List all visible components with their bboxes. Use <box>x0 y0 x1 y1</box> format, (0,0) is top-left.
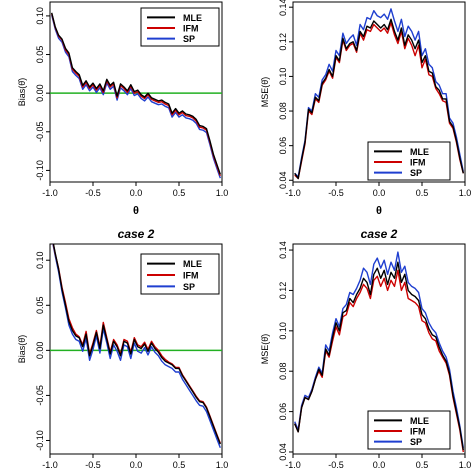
bottom-right-y-tick-label: 0.10 <box>278 322 288 340</box>
top-right-y-tick-label: 0.06 <box>278 137 288 155</box>
top-left-panel: -1.0 -0.5 0.0 0.5 1.0 -0.10 -0.05 0.00 0.05 0.10 B… <box>17 1 229 217</box>
bottom-right-plot-title: case 2 <box>361 227 398 241</box>
bottom-left-legend-label-sp: SP <box>183 282 195 292</box>
top-right-y-tick-label: 0.04 <box>278 172 288 190</box>
bottom-right-legend-label-sp: SP <box>410 437 422 447</box>
top-right-y-tick-label: 0.14 <box>278 0 288 16</box>
bottom-right-panel: case 2 -1.0 -0.5 0.0 0.5 1.0 0.04 0.06 0.08 0.10 0… <box>260 227 471 470</box>
top-left-x-tick-label: 0.0 <box>130 188 143 198</box>
top-right-x-axis-label: θ <box>376 205 382 217</box>
top-left-series-sp-line <box>51 14 221 179</box>
top-left-y-tick-label: 0.00 <box>35 84 45 102</box>
top-right-series-mle-line <box>294 18 464 180</box>
bottom-left-legend-label-mle: MLE <box>183 259 202 269</box>
bottom-right-legend-label-ifm: IFM <box>410 427 426 437</box>
top-right-y-axis-label: MSE(θ̂) <box>260 77 270 108</box>
bottom-left-x-tick-label: 0.0 <box>130 460 143 470</box>
top-left-series-mle-line <box>51 12 221 175</box>
bottom-right-x-tick-label: 1.0 <box>459 460 472 470</box>
bottom-right-plot-area <box>294 251 464 453</box>
top-right-legend-label-ifm: IFM <box>410 158 426 168</box>
bottom-right-y-tick-label: 0.14 <box>278 241 288 259</box>
top-right-legend-label-mle: MLE <box>410 147 429 157</box>
top-right-y-tick-label: 0.08 <box>278 102 288 120</box>
top-left-y-tick-label: 0.05 <box>35 46 45 64</box>
bottom-left-legend-label-ifm: IFM <box>183 271 199 281</box>
bottom-right-legend-label-mle: MLE <box>410 416 429 426</box>
top-right-x-tick-label: -0.5 <box>328 188 344 198</box>
top-left-y-tick-label: 0.10 <box>35 7 45 25</box>
top-left-x-tick-label: -0.5 <box>85 188 101 198</box>
bottom-right-x-tick-label: 0.0 <box>373 460 386 470</box>
top-right-legend-label-sp: SP <box>410 168 422 178</box>
top-left-x-axis-label: θ <box>133 205 139 217</box>
bottom-left-series-mle-line <box>52 244 221 445</box>
bottom-left-x-tick-label: 0.5 <box>173 460 186 470</box>
bottom-left-y-axis-label: Bias(θ̂) <box>17 335 27 364</box>
bottom-right-y-tick-label: 0.12 <box>278 282 288 300</box>
top-right-x-tick-label: 1.0 <box>459 188 472 198</box>
bottom-left-panel: case 2 -1.0 -0.5 0.0 0.5 1.0 -0.10 -0.05 0.00 0.0… <box>17 227 228 470</box>
top-left-legend-label-mle: MLE <box>183 13 202 23</box>
bottom-left-x-tick-label: -0.5 <box>85 460 101 470</box>
top-left-x-tick-label: -1.0 <box>42 188 58 198</box>
top-left-y-axis-label: Bias(θ̂) <box>17 78 27 107</box>
top-right-x-tick-label: 0.5 <box>416 188 429 198</box>
top-left-plot-area <box>50 12 222 179</box>
bottom-left-y-tick-label: 0.00 <box>35 342 45 360</box>
bottom-left-y-tick-label: -0.05 <box>35 385 45 406</box>
top-right-series-sp-line <box>294 8 464 178</box>
top-right-panel: -1.0 -0.5 0.0 0.5 1.0 0.04 0.06 0.08 0.10 0.12 0.1… <box>260 0 471 217</box>
top-left-legend-label-ifm: IFM <box>183 24 199 34</box>
bottom-right-y-tick-label: 0.04 <box>278 443 288 461</box>
bottom-left-x-tick-label: 1.0 <box>216 460 229 470</box>
top-right-y-tick-label: 0.10 <box>278 68 288 86</box>
bottom-left-x-tick-label: -1.0 <box>42 460 58 470</box>
bottom-right-x-tick-label: 0.5 <box>416 460 429 470</box>
top-right-y-tick-label: 0.12 <box>278 33 288 51</box>
top-left-y-tick-label: -0.10 <box>35 160 45 181</box>
bottom-right-y-axis-label: MSE(θ̂) <box>260 334 270 365</box>
bottom-left-y-tick-label: -0.10 <box>35 430 45 451</box>
bottom-right-y-tick-label: 0.06 <box>278 403 288 421</box>
top-right-plot-area <box>294 8 464 180</box>
top-left-x-tick-label: 0.5 <box>173 188 186 198</box>
bottom-right-series-mle-line <box>294 261 464 451</box>
top-left-y-tick-label: -0.05 <box>35 122 45 143</box>
top-left-legend-label-sp: SP <box>183 34 195 44</box>
top-left-x-tick-label: 1.0 <box>216 188 229 198</box>
bottom-right-x-tick-label: -1.0 <box>285 460 301 470</box>
bottom-left-y-tick-label: 0.10 <box>35 251 45 269</box>
top-right-x-tick-label: -1.0 <box>285 188 301 198</box>
top-right-x-tick-label: 0.0 <box>373 188 386 198</box>
bottom-left-y-tick-label: 0.05 <box>35 297 45 315</box>
bottom-left-plot-title: case 2 <box>118 227 155 241</box>
bottom-right-y-tick-label: 0.08 <box>278 362 288 380</box>
bottom-left-plot-area <box>50 244 222 448</box>
bottom-left-series-sp-line <box>52 244 221 448</box>
bottom-right-x-tick-label: -0.5 <box>328 460 344 470</box>
